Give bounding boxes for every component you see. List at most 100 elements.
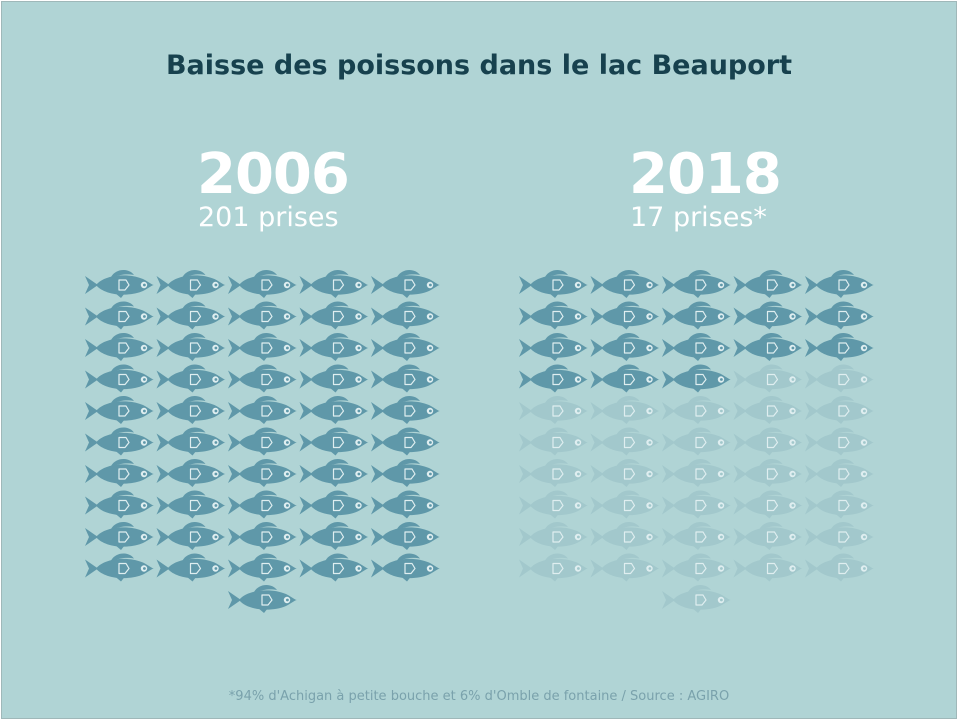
fish-icon (662, 364, 731, 393)
fish-icon (228, 269, 297, 298)
fish-icon (371, 521, 440, 550)
fish-icon (590, 490, 660, 519)
fish-icon (805, 332, 874, 361)
fish-icon (590, 521, 660, 550)
fish-icon (156, 490, 226, 519)
fish-icon (299, 395, 369, 424)
fish-icon (590, 553, 660, 582)
fish-icon (519, 490, 588, 519)
fish-icon (733, 332, 803, 361)
chart-title: Baisse des poissons dans le lac Beauport (165, 50, 793, 81)
fish-icon (662, 458, 731, 487)
fish-icon (733, 395, 803, 424)
fish-icon (299, 521, 369, 550)
year-2018-label: 2018 (629, 142, 782, 207)
fish-icon (228, 301, 297, 330)
fish-icon (662, 553, 731, 582)
fish-icon (299, 364, 369, 393)
fish-icon (85, 553, 154, 582)
fish-icon (228, 521, 297, 550)
fish-icon (805, 521, 874, 550)
fish-icon (733, 490, 803, 519)
fish-icon (733, 301, 803, 330)
fish-icon (662, 395, 731, 424)
fish-icon (85, 364, 154, 393)
fish-icon (299, 490, 369, 519)
fish-icon (805, 269, 874, 298)
fish-icon (519, 521, 588, 550)
fish-icon (805, 301, 874, 330)
fish-icon (371, 301, 440, 330)
fish-icon (805, 427, 874, 456)
fish-icon (519, 395, 588, 424)
fish-icon (85, 458, 154, 487)
fish-icon (156, 553, 226, 582)
fish-icon (519, 301, 588, 330)
fish-icon (590, 332, 660, 361)
fish-icon (371, 553, 440, 582)
fish-icon (371, 269, 440, 298)
fish-icon (590, 301, 660, 330)
fish-icon (590, 269, 660, 298)
fish-icon (299, 458, 369, 487)
source-footnote: *94% d'Achigan à petite bouche et 6% d'O… (228, 689, 730, 704)
fish-icon (733, 458, 803, 487)
fish-icon (519, 553, 588, 582)
catches-2006-label: 201 prises (198, 202, 339, 233)
fish-icon (662, 584, 731, 613)
fish-icon (733, 553, 803, 582)
fish-icon (733, 427, 803, 456)
fish-icon (662, 332, 731, 361)
fish-icon (519, 269, 588, 298)
fish-icon (519, 364, 588, 393)
fish-icon (156, 521, 226, 550)
fish-icon (85, 301, 154, 330)
fish-icon (299, 332, 369, 361)
fish-icon (733, 269, 803, 298)
fish-icon (805, 553, 874, 582)
fish-icon (85, 395, 154, 424)
fish-icon (662, 490, 731, 519)
fish-icon (156, 269, 226, 298)
catches-2018-label: 17 prises* (630, 202, 767, 233)
fish-icon (371, 395, 440, 424)
fish-icon (85, 521, 154, 550)
fish-icon (519, 458, 588, 487)
fish-icon (805, 490, 874, 519)
fish-icon (85, 490, 154, 519)
fish-icon (371, 332, 440, 361)
fish-icon (85, 332, 154, 361)
fish-icon (156, 332, 226, 361)
fish-icon (156, 427, 226, 456)
fish-icon (228, 427, 297, 456)
fish-icon (662, 427, 731, 456)
fish-icon (371, 458, 440, 487)
fish-icon (805, 395, 874, 424)
fish-icon (299, 553, 369, 582)
fish-icon (85, 269, 154, 298)
fish-icon (156, 301, 226, 330)
fish-icon (805, 364, 874, 393)
fish-icon (805, 458, 874, 487)
fish-icon (519, 427, 588, 456)
fish-icon (228, 332, 297, 361)
fish-icon (590, 458, 660, 487)
fish-icon (590, 364, 660, 393)
fish-icon (590, 395, 660, 424)
fish-icon (662, 269, 731, 298)
fish-icon (228, 364, 297, 393)
fish-icon (156, 395, 226, 424)
fish-icon (228, 395, 297, 424)
fish-icon (662, 301, 731, 330)
fish-icon (299, 427, 369, 456)
fish-icon (371, 490, 440, 519)
fish-icon (156, 364, 226, 393)
fish-icon (228, 584, 297, 613)
fish-icon (299, 301, 369, 330)
fish-icon (371, 427, 440, 456)
fish-icon (590, 427, 660, 456)
fish-icon (85, 427, 154, 456)
fish-icon (156, 458, 226, 487)
